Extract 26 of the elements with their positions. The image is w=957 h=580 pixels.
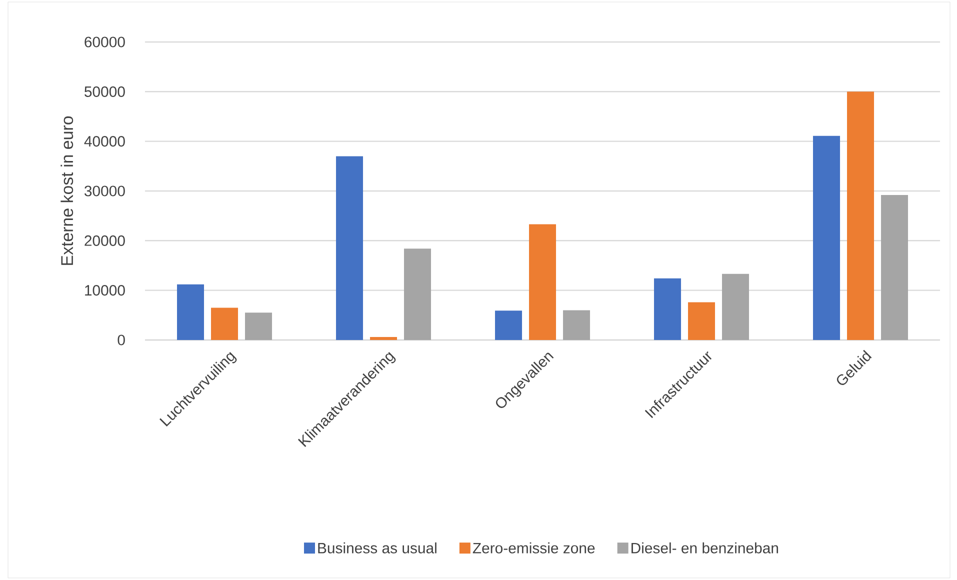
y-tick-label: 50000: [84, 86, 125, 97]
bar: [881, 194, 908, 340]
y-tick-label: 40000: [84, 136, 125, 147]
bar: [722, 274, 750, 340]
bar: [245, 312, 272, 340]
y-tick-label: 20000: [84, 235, 125, 246]
bar: [654, 278, 682, 340]
y-tick-label: 30000: [84, 186, 125, 196]
bar: [495, 310, 522, 340]
bar: [336, 156, 364, 340]
bar: [847, 92, 874, 340]
bar: [688, 302, 716, 340]
legend-label: Business as usual: [318, 542, 436, 554]
bar: [177, 284, 204, 340]
bar: [563, 310, 590, 340]
y-axis-title: Externe kost in euro: [60, 116, 74, 265]
bar: [529, 224, 556, 340]
bar: [404, 248, 432, 340]
bar: [813, 136, 840, 340]
y-tick-label: 10000: [85, 285, 125, 296]
y-tick-label: 0: [118, 334, 125, 346]
y-tick-label: 60000: [84, 36, 125, 48]
legend-label: Zero-emissie zone: [472, 542, 595, 554]
legend-label: Diesel- en benzineban: [632, 542, 778, 554]
bar: [370, 337, 398, 340]
bar: [211, 308, 238, 340]
